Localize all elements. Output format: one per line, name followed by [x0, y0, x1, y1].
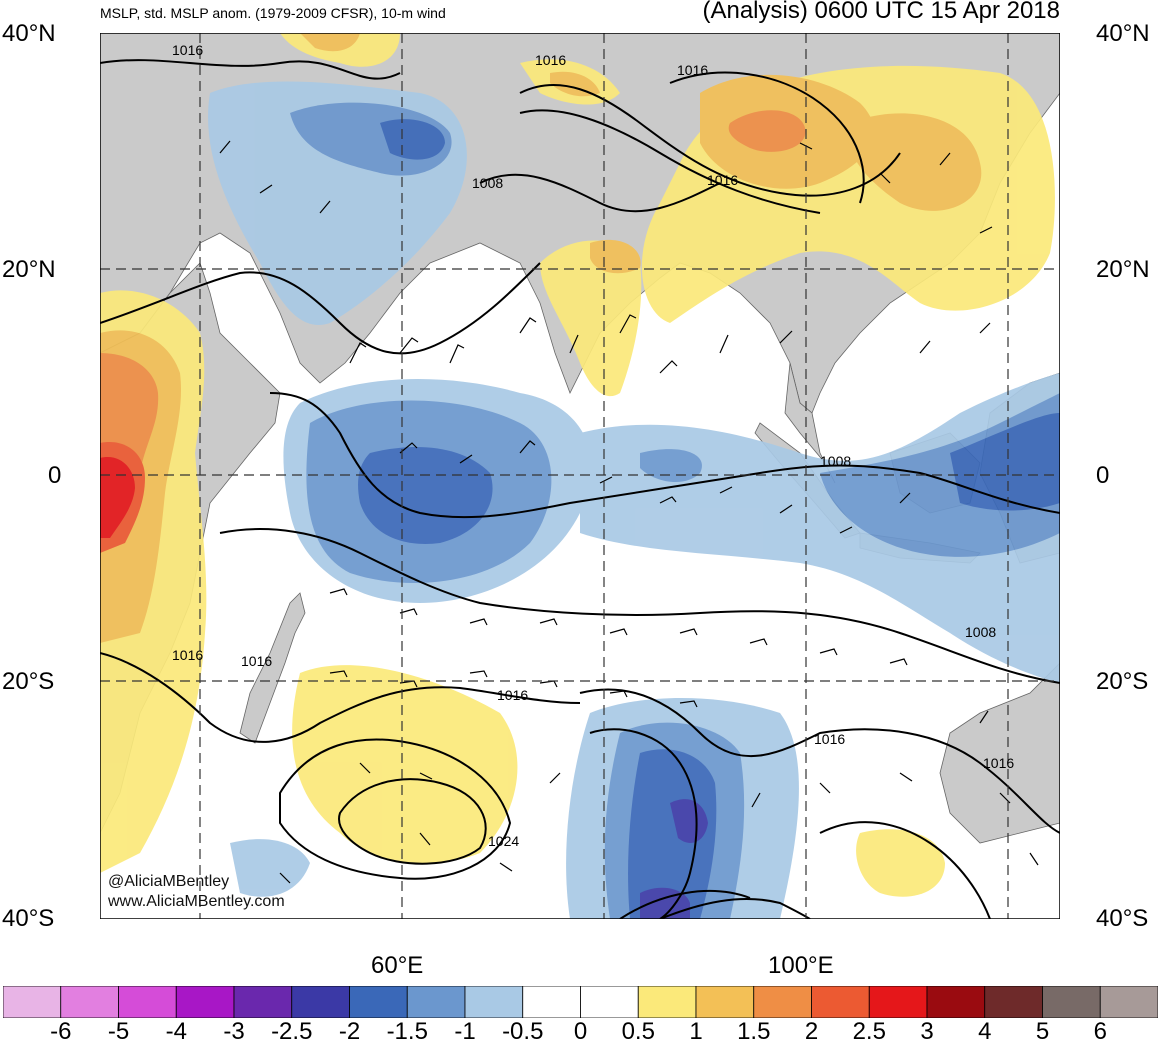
colorbar-swatch	[522, 986, 581, 1018]
colorbar-swatch	[1042, 986, 1101, 1018]
lat-label-40n-right: 40°N	[1096, 20, 1150, 47]
isobar-label: 1016	[535, 52, 566, 68]
isobar-label: 1016	[814, 731, 845, 747]
colorbar-swatch	[753, 986, 812, 1018]
credit-handle: @AliciaMBentley	[108, 873, 230, 890]
valid-time: (Analysis) 0600 UTC 15 Apr 2018	[702, 0, 1060, 24]
colorbar-tick-label: -6	[50, 1018, 72, 1045]
isobar-label: 1016	[497, 687, 528, 703]
colorbar-swatch	[1099, 986, 1158, 1018]
colorbar-tick-label: 5	[1035, 1018, 1050, 1045]
isobar-label: 1016	[241, 653, 272, 669]
colorbar-tick-label: -3	[223, 1018, 245, 1045]
isobar-label: 1016	[172, 42, 203, 58]
isobar-labels: 1016 1016 1016 1008 1016 1008 1016 1016 …	[172, 42, 1014, 849]
colorbar-swatch	[868, 986, 928, 1018]
colorbar-tick-label: 2	[804, 1018, 819, 1045]
colorbar-swatch	[406, 986, 466, 1018]
isobar-label: 1016	[172, 647, 203, 663]
colorbar-swatch	[464, 986, 524, 1018]
lat-label-20n-left: 20°N	[2, 256, 56, 283]
colorbar-tick-label: 1.5	[737, 1018, 771, 1045]
colorbar-swatch	[637, 986, 697, 1018]
isobar-label: 1016	[983, 755, 1014, 771]
map-panel: 1016 1016 1016 1008 1016 1008 1016 1016 …	[100, 33, 1060, 919]
colorbar-swatch	[349, 986, 408, 1018]
lat-label-eq-right: 0	[1096, 462, 1110, 489]
lon-label-100e: 100°E	[768, 952, 834, 979]
colorbar-swatch	[984, 986, 1043, 1018]
lon-label-60e: 60°E	[371, 952, 424, 979]
lat-label-eq-left: 0	[48, 462, 62, 489]
colorbar-swatch	[233, 986, 293, 1018]
colorbar-swatch	[118, 986, 177, 1018]
colorbar-swatch	[811, 986, 870, 1018]
lat-label-20n-right: 20°N	[1096, 256, 1150, 283]
colorbar-tick-label: 0	[573, 1018, 588, 1045]
colorbar-tick-label: -1.5	[386, 1018, 428, 1045]
lat-label-40n-left: 40°N	[2, 20, 56, 47]
colorbar-tick-label: 2.5	[852, 1018, 886, 1045]
colorbar-swatch	[926, 986, 986, 1018]
colorbar-tick-label: 4	[978, 1018, 992, 1045]
isobar-label: 1008	[472, 175, 503, 191]
colorbar-tick-label: -1	[454, 1018, 476, 1045]
lat-label-20s-left: 20°S	[2, 668, 55, 695]
colorbar-tick-label: 3	[920, 1018, 934, 1045]
isobar-label: 1008	[965, 624, 996, 640]
colorbar-tick-label: -2	[338, 1018, 361, 1045]
colorbar-swatch	[175, 986, 235, 1018]
credit-website: www.AliciaMBentley.com	[108, 893, 285, 910]
isobar-label: 1008	[820, 453, 851, 469]
colorbar-tick-label: -4	[165, 1018, 187, 1045]
lat-label-20s-right: 20°S	[1096, 668, 1149, 695]
colorbar-tick-label: 1	[689, 1018, 703, 1045]
graticule	[100, 33, 1060, 919]
colorbar-tick-label: -5	[107, 1018, 130, 1045]
colorbar-swatch	[60, 986, 119, 1018]
colorbar-swatch	[580, 986, 639, 1018]
colorbar-tick-label: -0.5	[502, 1018, 544, 1045]
colorbar-tick-label: 0.5	[621, 1018, 655, 1045]
anomaly-colorbar	[3, 986, 1158, 1018]
lat-label-40s-left: 40°S	[2, 905, 55, 932]
isobar-label: 1016	[677, 62, 708, 78]
lat-label-40s-right: 40°S	[1096, 905, 1149, 932]
isobar-label: 1024	[488, 833, 519, 849]
colorbar-swatch	[291, 986, 350, 1018]
product-title: MSLP, std. MSLP anom. (1979-2009 CFSR), …	[100, 5, 446, 21]
colorbar-tick-label: -2.5	[271, 1018, 313, 1045]
colorbar-swatch	[3, 986, 62, 1018]
isobar-label: 1016	[707, 172, 738, 188]
colorbar-swatch	[695, 986, 755, 1018]
colorbar-tick-label: 6	[1093, 1018, 1107, 1045]
isobars	[100, 59, 1060, 919]
anomaly-shading	[100, 33, 1060, 919]
wind-barbs	[219, 140, 1039, 884]
